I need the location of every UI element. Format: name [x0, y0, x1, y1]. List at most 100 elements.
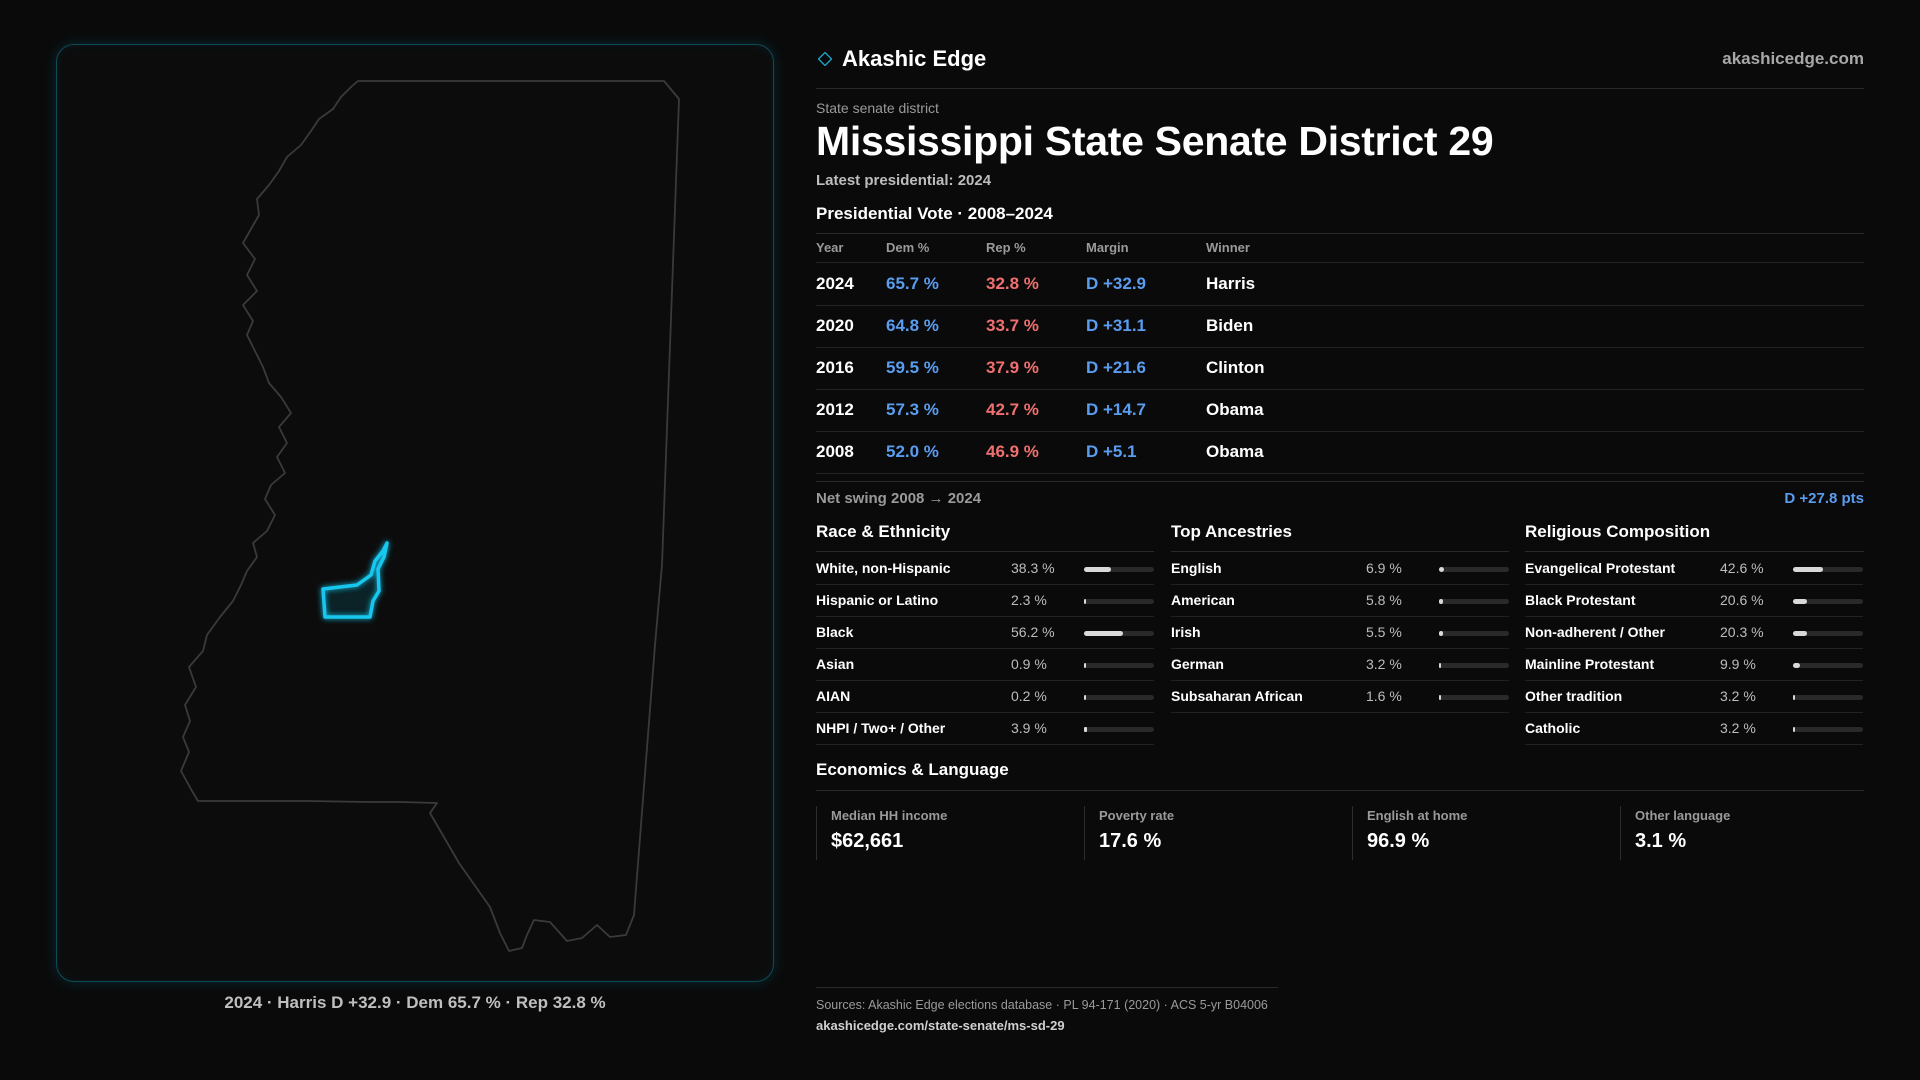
list-item: Non-adherent / Other 20.3 % [1525, 616, 1863, 649]
vote-winner: Obama [1206, 400, 1264, 419]
header: Akashic Edge akashicedge.com [816, 42, 1864, 76]
religion-label: Other tradition [1525, 688, 1623, 704]
ancestry-label: American [1171, 592, 1235, 608]
vote-divider [816, 233, 1864, 234]
vote-rep: 46.9 % [986, 442, 1039, 461]
vote-rep: 42.7 % [986, 400, 1039, 419]
vote-heading: Presidential Vote · 2008–2024 [816, 204, 1053, 223]
race-label: AIAN [816, 688, 851, 704]
sources-note: Sources: Akashic Edge elections database… [816, 998, 1268, 1012]
race-value: 0.9 % [1011, 656, 1047, 672]
race-value: 0.2 % [1011, 688, 1047, 704]
vote-year: 2024 [816, 274, 854, 293]
vote-winner: Harris [1206, 274, 1256, 293]
vote-dem: 59.5 % [886, 358, 939, 377]
religion-bar [1793, 663, 1863, 668]
stat-poverty-rate: Poverty rate 17.6 % [1084, 806, 1333, 860]
stat-value: 3.1 % [1635, 830, 1687, 852]
vote-dem: 52.0 % [886, 442, 939, 461]
brand-url[interactable]: akashicedge.com [1722, 49, 1864, 68]
stat-label: Other language [1635, 808, 1731, 823]
stat-english-at-home: English at home 96.9 % [1352, 806, 1601, 860]
race-divider [816, 551, 1154, 552]
list-item: Other tradition 3.2 % [1525, 680, 1863, 713]
list-item: Catholic 3.2 % [1525, 712, 1863, 745]
race-label: White, non-Hispanic [816, 560, 951, 576]
list-item: Evangelical Protestant 42.6 % [1525, 552, 1863, 585]
religion-label: Non-adherent / Other [1525, 624, 1666, 640]
race-value: 2.3 % [1011, 592, 1047, 608]
religion-heading: Religious Composition [1525, 522, 1711, 541]
race-bar [1084, 663, 1154, 668]
race-bar [1084, 599, 1154, 604]
ancestry-value: 5.8 % [1366, 592, 1402, 608]
religion-value: 20.6 % [1720, 592, 1764, 608]
religion-bar [1793, 599, 1863, 604]
col-year: Year [816, 240, 844, 255]
ancestry-label: Subsaharan African [1171, 688, 1303, 704]
religion-value: 42.6 % [1720, 560, 1764, 576]
table-row: 2024 65.7 % 32.8 % D +32.9 Harris [816, 263, 1864, 306]
vote-year: 2008 [816, 442, 854, 461]
ancestry-value: 3.2 % [1366, 656, 1402, 672]
col-winner: Winner [1206, 240, 1250, 255]
religion-bar [1793, 567, 1863, 572]
net-swing-label: Net swing 2008 → 2024 [816, 490, 982, 507]
stat-label: Median HH income [831, 808, 948, 823]
ancestry-label: Irish [1171, 624, 1201, 640]
ancestry-bar [1439, 567, 1509, 572]
race-label: Hispanic or Latino [816, 592, 939, 608]
list-item: Subsaharan African 1.6 % [1171, 680, 1509, 713]
col-rep: Rep % [986, 240, 1026, 255]
header-divider [816, 88, 1864, 89]
religion-value: 3.2 % [1720, 688, 1756, 704]
page-title: Mississippi State Senate District 29 [816, 118, 1494, 164]
vote-year: 2012 [816, 400, 854, 419]
district-link[interactable]: akashicedge.com/state-senate/ms-sd-29 [816, 1018, 1065, 1033]
map-caption: 2024 · Harris D +32.9 · Dem 65.7 % · Rep… [224, 993, 606, 1012]
religion-bar [1793, 631, 1863, 636]
race-bar [1084, 567, 1154, 572]
vote-rep: 32.8 % [986, 274, 1039, 293]
ancestry-divider [1171, 551, 1509, 552]
district-29-highlight[interactable] [321, 541, 389, 619]
list-item: Black 56.2 % [816, 616, 1154, 649]
econ-divider [816, 790, 1864, 791]
vote-margin: D +31.1 [1086, 316, 1147, 335]
econ-heading: Economics & Language [816, 760, 1009, 779]
list-item: English 6.9 % [1171, 552, 1509, 585]
table-row: 2020 64.8 % 33.7 % D +31.1 Biden [816, 305, 1864, 348]
ancestry-bar [1439, 599, 1509, 604]
vote-year: 2020 [816, 316, 854, 335]
map-panel[interactable] [56, 44, 774, 982]
religion-divider [1525, 551, 1864, 552]
race-value: 3.9 % [1011, 720, 1047, 736]
stat-value: 17.6 % [1099, 830, 1162, 852]
race-bar [1084, 695, 1154, 700]
race-bar [1084, 727, 1154, 732]
brand-name: Akashic Edge [842, 46, 987, 71]
religion-label: Catholic [1525, 720, 1581, 736]
list-item: Black Protestant 20.6 % [1525, 584, 1863, 617]
state-outline [180, 80, 680, 952]
list-item: Mainline Protestant 9.9 % [1525, 648, 1863, 681]
ancestry-bar [1439, 663, 1509, 668]
ancestry-value: 6.9 % [1366, 560, 1402, 576]
ancestry-bar [1439, 631, 1509, 636]
list-item: NHPI / Two+ / Other 3.9 % [816, 712, 1154, 745]
religion-label: Mainline Protestant [1525, 656, 1655, 672]
stat-median-income: Median HH income $62,661 [816, 806, 1065, 860]
ancestry-label: German [1171, 656, 1224, 672]
religion-value: 20.3 % [1720, 624, 1764, 640]
vote-dem: 57.3 % [886, 400, 939, 419]
stat-value: 96.9 % [1367, 830, 1430, 852]
list-item: AIAN 0.2 % [816, 680, 1154, 713]
stat-label: Poverty rate [1099, 808, 1175, 823]
vote-margin: D +14.7 [1086, 400, 1147, 419]
vote-rep: 33.7 % [986, 316, 1039, 335]
list-item: German 3.2 % [1171, 648, 1509, 681]
table-row: 2008 52.0 % 46.9 % D +5.1 Obama [816, 431, 1864, 474]
stat-other-language: Other language 3.1 % [1620, 806, 1869, 860]
religion-value: 3.2 % [1720, 720, 1756, 736]
list-item: Hispanic or Latino 2.3 % [816, 584, 1154, 617]
